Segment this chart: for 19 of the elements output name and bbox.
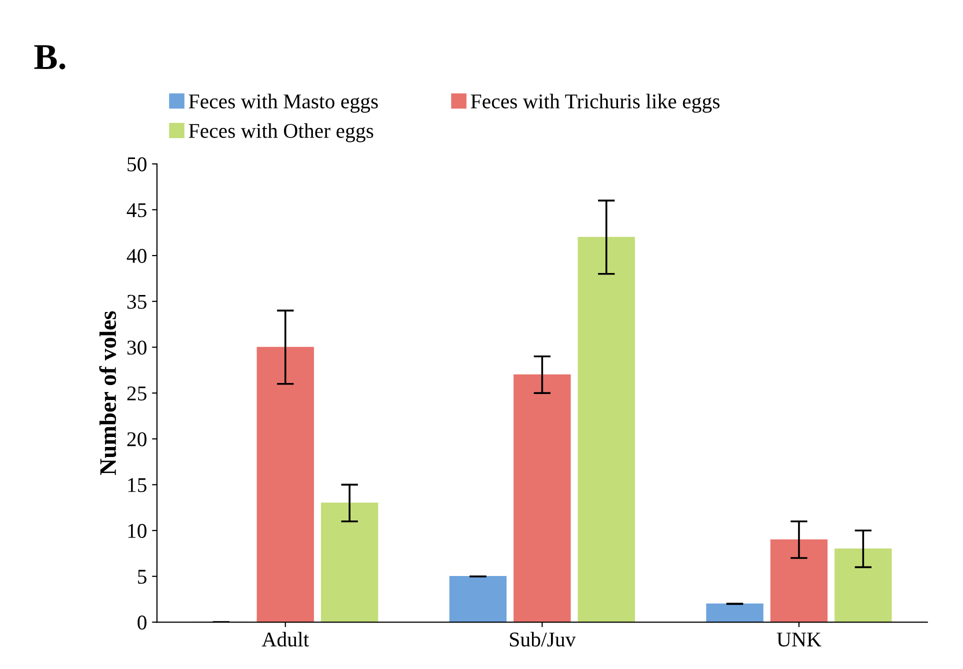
y-tick-label: 5 — [138, 570, 146, 584]
y-tick-label: 30 — [127, 340, 146, 355]
x-tick-label: Sub/Juv — [510, 632, 576, 647]
y-axis-title: Number of voles — [99, 311, 116, 476]
y-tick-label: 50 — [128, 157, 146, 172]
y-tick-label: 40 — [126, 248, 146, 263]
y-tick-label: 10 — [128, 524, 146, 538]
text: B. — [34, 45, 66, 70]
x-tick-label: Adult — [262, 632, 309, 647]
y-tick-label: 25 — [127, 386, 146, 400]
y-tick-label: 35 — [127, 294, 146, 309]
x-tick-label: UNK — [776, 632, 822, 647]
y-tick-label: 0 — [138, 616, 146, 630]
y-tick-label: 15 — [128, 478, 146, 492]
y-tick-label: 20 — [127, 432, 146, 446]
legend-label: Feces with Masto eggs — [188, 94, 378, 113]
legend-label: Feces with Other eggs — [188, 123, 374, 142]
y-tick-label: 45 — [126, 203, 146, 218]
legend-label: Feces with Trichuris like eggs — [470, 94, 720, 113]
